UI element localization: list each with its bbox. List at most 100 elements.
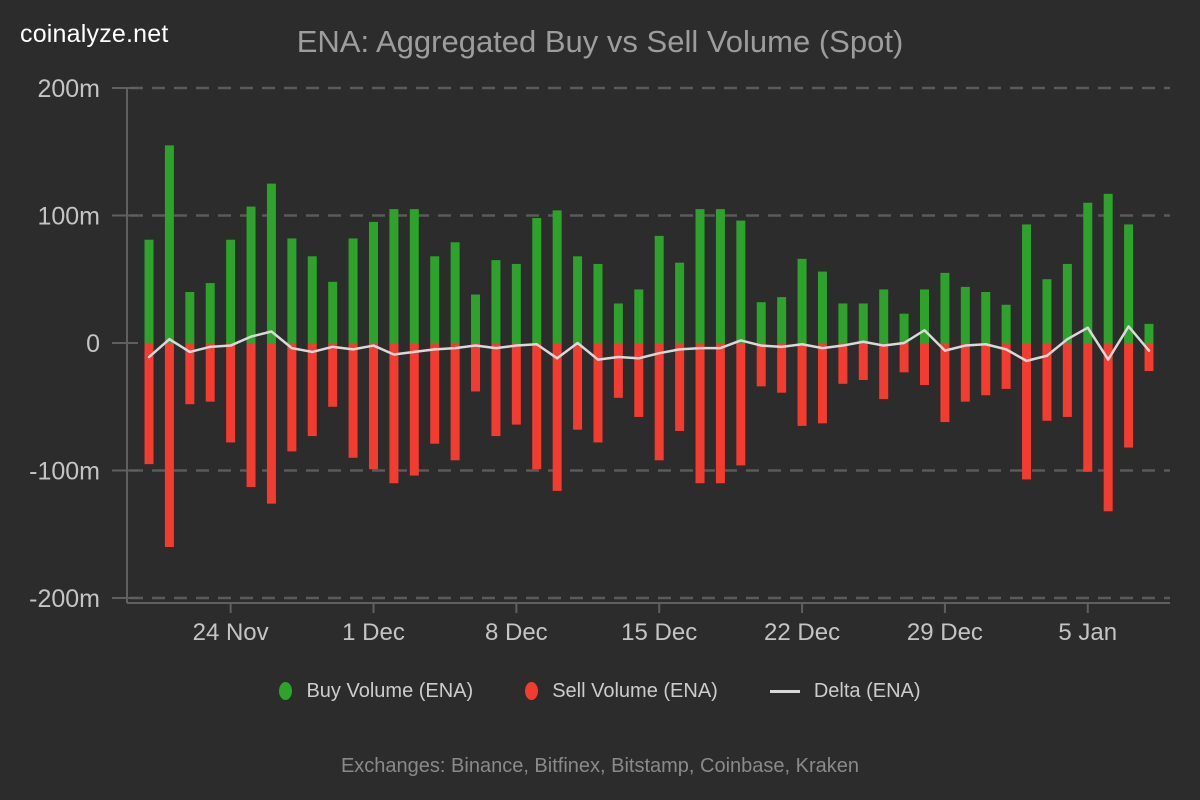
- buy-bar: [940, 272, 950, 343]
- buy-bar: [328, 281, 338, 343]
- sell-bar: [226, 343, 236, 443]
- x-tick-label: 24 Nov: [193, 619, 269, 646]
- sell-bar: [634, 343, 644, 417]
- buy-bar: [634, 289, 644, 343]
- legend-item-buy[interactable]: Buy Volume (ENA): [279, 680, 473, 703]
- sell-bar: [960, 343, 970, 402]
- buy-bar: [838, 303, 848, 343]
- buy-bar: [307, 256, 317, 343]
- sell-bar: [920, 343, 930, 386]
- buy-bar: [960, 286, 970, 343]
- legend-item-sell[interactable]: Sell Volume (ENA): [525, 680, 718, 703]
- sell-bar: [389, 343, 399, 484]
- buy-bar: [613, 303, 623, 343]
- sell-bar: [409, 343, 419, 476]
- chart-title: ENA: Aggregated Buy vs Sell Volume (Spot…: [296, 24, 904, 59]
- x-tick-label: 15 Dec: [621, 619, 697, 646]
- site-logo[interactable]: coinalyze.net: [20, 20, 169, 48]
- sell-bar: [144, 343, 154, 465]
- buy-bar: [144, 239, 154, 343]
- buy-bar: [675, 262, 685, 343]
- buy-bar: [450, 242, 460, 343]
- buy-bar: [205, 283, 215, 343]
- y-tick-label: 100m: [37, 203, 100, 231]
- sell-bar: [797, 343, 807, 426]
- legend-item-delta[interactable]: Delta (ENA): [769, 679, 921, 703]
- buy-bar: [777, 297, 787, 343]
- sell-dot-icon: [525, 682, 539, 700]
- chart-svg: 200m 100m 0 -100m -200m 24 Nov 1 Dec 8 Dec 15 De…: [29, 75, 1170, 646]
- buy-bar: [756, 302, 766, 343]
- buy-bar: [532, 218, 542, 343]
- buy-bar: [1103, 193, 1113, 343]
- y-tick-label: -200m: [29, 585, 100, 613]
- buy-bar: [1124, 224, 1134, 343]
- x-tick-label: 5 Jan: [1058, 619, 1117, 646]
- sell-bar: [287, 343, 297, 452]
- sell-bar: [1144, 343, 1154, 372]
- buy-bar: [1042, 279, 1052, 343]
- sell-bar: [348, 343, 358, 458]
- sell-bar: [246, 343, 256, 488]
- buy-bar: [1001, 304, 1011, 343]
- legend-label-buy: Buy Volume (ENA): [306, 679, 474, 702]
- buy-bar: [1022, 224, 1032, 343]
- sell-bar: [654, 343, 664, 461]
- sell-bar: [266, 343, 276, 504]
- buy-bar: [246, 206, 256, 343]
- buy-bar: [573, 256, 583, 343]
- buy-bar: [1083, 202, 1093, 343]
- buy-bar: [1144, 323, 1154, 343]
- buy-bar: [471, 294, 481, 343]
- delta-line-icon: [769, 689, 800, 693]
- sell-bar: [613, 343, 623, 398]
- x-tick-label: 8 Dec: [485, 619, 548, 646]
- buy-bar: [491, 260, 501, 343]
- sell-bar: [756, 343, 766, 387]
- sell-bar: [858, 343, 868, 380]
- sell-bar: [1022, 343, 1032, 480]
- y-tick-label: -100m: [29, 458, 100, 486]
- buy-bar: [368, 221, 378, 343]
- legend-label-sell: Sell Volume (ENA): [552, 679, 718, 702]
- sell-bar: [450, 343, 460, 461]
- sell-bar: [164, 343, 174, 547]
- buy-bar: [715, 209, 725, 343]
- buy-bar: [797, 258, 807, 343]
- x-tick-label: 1 Dec: [342, 619, 405, 646]
- sell-bar: [736, 343, 746, 466]
- buy-bar: [552, 210, 562, 343]
- buy-bar: [511, 263, 521, 343]
- buy-bar: [858, 303, 868, 343]
- sell-bar: [593, 343, 603, 443]
- sell-bar: [511, 343, 521, 425]
- sell-bar: [817, 343, 827, 424]
- sell-bar: [328, 343, 338, 407]
- buy-bar: [409, 209, 419, 343]
- sell-bar: [552, 343, 562, 491]
- sell-bar: [899, 343, 909, 373]
- buy-bar: [164, 145, 174, 343]
- buy-bar: [879, 289, 889, 343]
- sell-bar: [1001, 343, 1011, 389]
- x-tick-label: 22 Dec: [764, 619, 840, 646]
- buy-bar: [430, 256, 440, 343]
- sell-bar: [675, 343, 685, 431]
- buy-bar: [185, 292, 195, 343]
- y-tick-label: 200m: [37, 75, 100, 103]
- sell-bar: [1103, 343, 1113, 512]
- exchanges-note: Exchanges: Binance, Bitfinex, Bitstamp, …: [340, 755, 860, 777]
- sell-bar: [777, 343, 787, 393]
- sell-bar: [307, 343, 317, 437]
- sell-bar: [838, 343, 848, 384]
- chart-legend: Buy Volume (ENA) Sell Volume (ENA) Delta…: [0, 672, 1200, 710]
- buy-bar: [226, 239, 236, 343]
- legend-label-delta: Delta (ENA): [813, 679, 921, 702]
- sell-bar: [205, 343, 215, 402]
- buy-bar: [695, 209, 705, 343]
- sell-bar: [430, 343, 440, 444]
- sell-bar: [981, 343, 991, 396]
- sell-bar: [1042, 343, 1052, 421]
- buy-bar: [654, 235, 664, 343]
- sell-bar: [715, 343, 725, 484]
